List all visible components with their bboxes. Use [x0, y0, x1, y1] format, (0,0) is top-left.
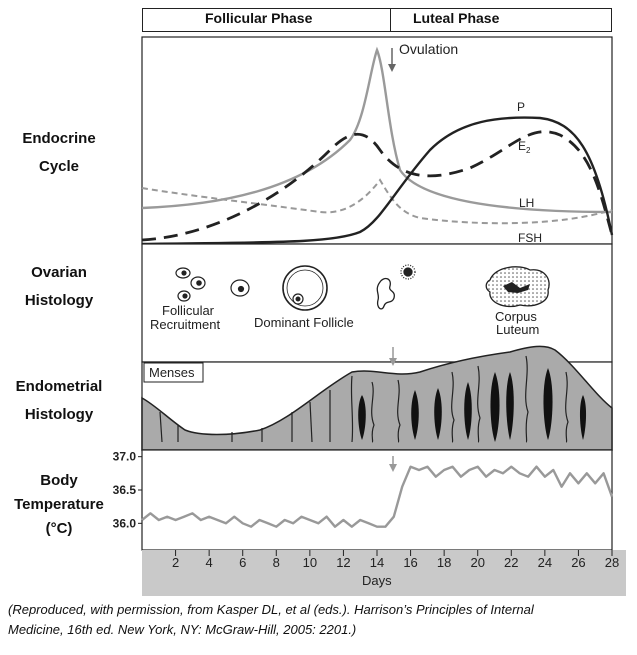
e2-label: E2	[518, 139, 531, 155]
corpus-luteum-drawing	[485, 266, 550, 308]
temperature-label-line1: Body	[40, 472, 78, 489]
p-label: P	[517, 100, 525, 114]
endocrine-label-line2: Cycle	[38, 158, 80, 175]
temperature-line	[141, 465, 614, 528]
endometrial-label-line2: Histology	[24, 406, 94, 423]
menses-label: Menses	[149, 365, 195, 380]
follicular-recruitment-line2: Recruitment	[150, 317, 220, 332]
follicular-phase-label: Follicular Phase	[205, 10, 313, 26]
phase-divider	[390, 9, 391, 31]
corpus-luteum-line2: Luteum	[496, 322, 539, 337]
dominant-follicle-drawing	[282, 265, 328, 311]
menses-box	[143, 362, 204, 383]
follicular-recruitment-line1: Follicular	[162, 303, 215, 318]
x-tick-label: 8	[273, 555, 280, 570]
y-tick-label: 37.0	[113, 450, 137, 464]
e2-label-subscript: 2	[526, 146, 531, 155]
body-temperature-label: Body Temperature (°C)	[0, 470, 118, 540]
y-tick-label: 36.5	[113, 483, 137, 497]
endometrial-histology-label: Endometrial Histology	[0, 376, 118, 426]
x-tick-label: 2	[172, 555, 179, 570]
lh-curve	[141, 46, 613, 214]
ovarian-histology-label: Ovarian Histology	[0, 262, 118, 312]
endocrine-label-line1: Endocrine	[22, 130, 96, 147]
temperature-panel	[141, 449, 613, 551]
x-tick-label: 12	[336, 555, 350, 570]
dominant-follicle-label: Dominant Follicle	[254, 315, 354, 330]
x-tick-label: 22	[504, 555, 518, 570]
x-tick-label: 26	[571, 555, 585, 570]
x-tick-label: 20	[470, 555, 484, 570]
temperature-label-line3: (°C)	[45, 520, 73, 537]
x-tick-label: 18	[437, 555, 451, 570]
y-tick-label: 36.0	[113, 516, 137, 530]
x-tick-label: 16	[403, 555, 417, 570]
menstrual-cycle-diagram: Ovulation P E2 LH FSH Follicular Recruit…	[113, 36, 626, 596]
phase-header	[142, 8, 612, 32]
endometrial-label-line1: Endometrial	[15, 378, 103, 395]
ovarian-label-line2: Histology	[24, 292, 94, 309]
x-tick-label: 14	[370, 555, 384, 570]
caption-line2: Medicine, 16th ed. New York, NY: McGraw-…	[8, 622, 357, 637]
follicular-recruitment-drawing	[175, 267, 250, 302]
caption-line1: (Reproduced, with permission, from Kaspe…	[8, 602, 534, 617]
fsh-curve	[141, 178, 613, 225]
temperature-arrowhead	[389, 464, 397, 472]
x-tick-label: 28	[605, 555, 619, 570]
temperature-y-ticks: 37.0 36.5 36.0	[113, 450, 142, 530]
estradiol-curve	[141, 130, 614, 242]
ovulation-label: Ovulation	[399, 41, 458, 57]
x-tick-label: 10	[303, 555, 317, 570]
endometrial-arrowhead	[389, 358, 397, 366]
figure-caption: (Reproduced, with permission, from Kaspe…	[8, 600, 628, 640]
e2-label-main: E	[518, 139, 526, 153]
endometrial-dark-glands	[358, 368, 587, 442]
endocrine-cycle-label: Endocrine Cycle	[0, 128, 118, 178]
fsh-label: FSH	[518, 231, 542, 245]
x-tick-label: 24	[538, 555, 552, 570]
endometrial-glands	[159, 355, 569, 443]
days-x-ticks: 2 4 6 8 10 12 14 16 18 20 22 24 26 28	[172, 550, 619, 570]
x-tick-label: 4	[206, 555, 213, 570]
ovarian-label-line1: Ovarian	[31, 264, 87, 281]
ovulated-follicle-drawing	[376, 264, 416, 310]
ovulation-arrowhead	[388, 64, 396, 72]
x-tick-label: 6	[239, 555, 246, 570]
days-axis-strip	[142, 550, 626, 596]
progesterone-curve	[141, 116, 614, 246]
temperature-label-line2: Temperature	[14, 496, 104, 513]
corpus-luteum-line1: Corpus	[495, 309, 537, 324]
endocrine-curves	[141, 46, 614, 246]
lh-label: LH	[519, 196, 534, 210]
endocrine-panel	[141, 36, 613, 245]
days-axis-label: Days	[362, 573, 392, 588]
luteal-phase-label: Luteal Phase	[413, 10, 500, 26]
